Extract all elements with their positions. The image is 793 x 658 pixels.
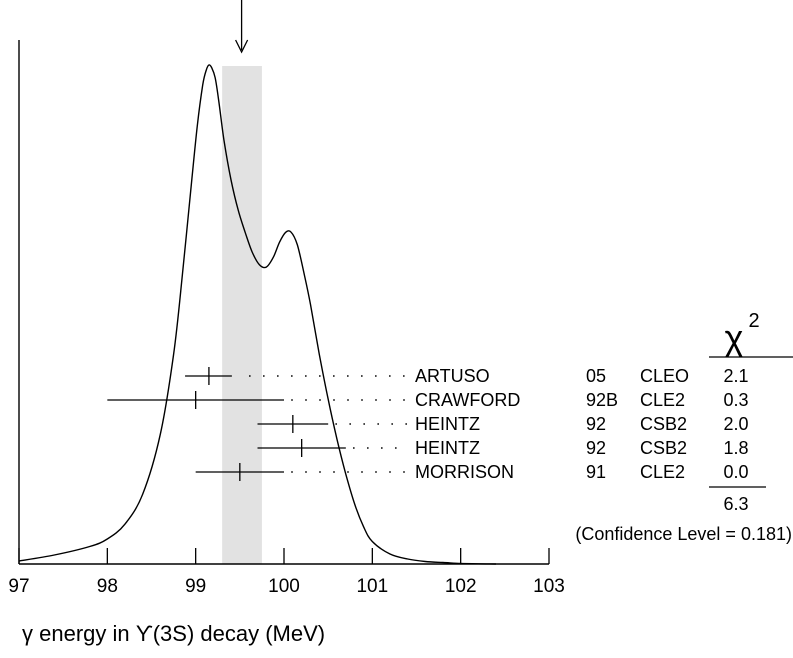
- leader-dot: [363, 423, 366, 425]
- measurement-experiment: CLE2: [640, 462, 685, 482]
- leader-dot: [349, 423, 352, 425]
- x-tick-label: 100: [268, 576, 300, 597]
- leader-dot: [333, 399, 335, 401]
- average-arrow-head: [235, 39, 249, 54]
- x-axis-ticks: 97 98 99 100 101 102 103: [8, 548, 565, 597]
- leader-dot: [335, 423, 338, 425]
- leader-dot: [347, 399, 349, 401]
- chi2-header: χ: [725, 317, 744, 358]
- leader-dot: [361, 471, 363, 473]
- measurement-year: 91: [586, 462, 606, 482]
- x-axis-label: γ energy in ϒ(3S) decay (MeV): [22, 621, 325, 646]
- measurement-chi2: 2.1: [723, 366, 748, 386]
- leader-dot: [394, 447, 397, 449]
- leader-dot: [374, 375, 377, 377]
- leader-dot: [291, 471, 293, 473]
- measurement-year: 92: [586, 414, 606, 434]
- leader-dot: [405, 423, 408, 425]
- measurement-experiment: CLEO: [640, 366, 689, 386]
- average-band: [222, 66, 262, 564]
- x-tick-label: 98: [97, 576, 118, 597]
- leader-dot: [380, 447, 383, 449]
- x-tick-label: 99: [185, 576, 206, 597]
- leader-dot: [305, 471, 307, 473]
- leader-dot: [318, 375, 321, 377]
- leader-dot: [248, 375, 251, 377]
- leader-dot: [375, 399, 377, 401]
- measurement-row: HEINTZ 92 CSB2 1.8: [257, 438, 749, 458]
- leader-dot: [403, 471, 405, 473]
- ideogram-curve: [18, 64, 497, 565]
- measurement-year: 92B: [586, 390, 618, 410]
- leader-dot: [319, 399, 321, 401]
- measurement-row: ARTUSO 05 CLEO 2.1: [185, 366, 749, 386]
- leader-dot: [276, 375, 279, 377]
- x-tick-label: 101: [356, 576, 388, 597]
- leader-dot: [375, 471, 377, 473]
- leader-dot: [346, 375, 349, 377]
- confidence-level: (Confidence Level = 0.181): [575, 524, 792, 544]
- measurement-row: HEINTZ 92 CSB2 2.0: [257, 414, 749, 434]
- measurement-chi2: 2.0: [723, 414, 748, 434]
- x-tick-label: 97: [8, 576, 29, 597]
- leader-dot: [391, 423, 394, 425]
- leader-dot: [403, 399, 405, 401]
- chi2-total: 6.3: [723, 494, 748, 514]
- measurement-author: MORRISON: [415, 462, 514, 482]
- average-arrow: [235, 0, 249, 54]
- measurement-year: 92: [586, 438, 606, 458]
- leader-dot: [389, 399, 391, 401]
- leader-dot: [291, 399, 293, 401]
- measurement-row: MORRISON 91 CLE2 0.0: [195, 462, 749, 482]
- measurement-chi2: 0.3: [723, 390, 748, 410]
- measurement-experiment: CLE2: [640, 390, 685, 410]
- leader-dot: [305, 399, 307, 401]
- measurement-chi2: 0.0: [723, 462, 748, 482]
- leader-dot: [347, 471, 349, 473]
- measurement-chi2: 1.8: [723, 438, 748, 458]
- leader-dot: [333, 471, 335, 473]
- leader-dot: [402, 375, 405, 377]
- leader-dot: [332, 375, 335, 377]
- leader-dot: [361, 399, 363, 401]
- leader-dot: [262, 375, 265, 377]
- leader-dot: [319, 471, 321, 473]
- x-tick-label: 102: [445, 576, 477, 597]
- leader-dot: [304, 375, 307, 377]
- measurement-experiment: CSB2: [640, 438, 687, 458]
- measurement-author: ARTUSO: [415, 366, 490, 386]
- leader-dot: [352, 447, 355, 449]
- measurement-year: 05: [586, 366, 606, 386]
- leader-dot: [290, 375, 293, 377]
- x-tick-label: 103: [533, 576, 565, 597]
- leader-dot: [377, 423, 380, 425]
- measurement-rows: ARTUSO 05 CLEO 2.1 CRAWFORD 92B CLE2 0.3 HEINTZ 9…: [107, 366, 749, 482]
- leader-dot: [389, 471, 391, 473]
- measurement-author: HEINTZ: [415, 414, 480, 434]
- measurement-author: HEINTZ: [415, 438, 480, 458]
- measurement-experiment: CSB2: [640, 414, 687, 434]
- leader-dot: [388, 375, 391, 377]
- leader-dot: [366, 447, 369, 449]
- leader-dot: [360, 375, 363, 377]
- chi2-header-superscript: 2: [748, 310, 759, 332]
- measurement-author: CRAWFORD: [415, 390, 520, 410]
- measurement-row: CRAWFORD 92B CLE2 0.3: [107, 390, 749, 410]
